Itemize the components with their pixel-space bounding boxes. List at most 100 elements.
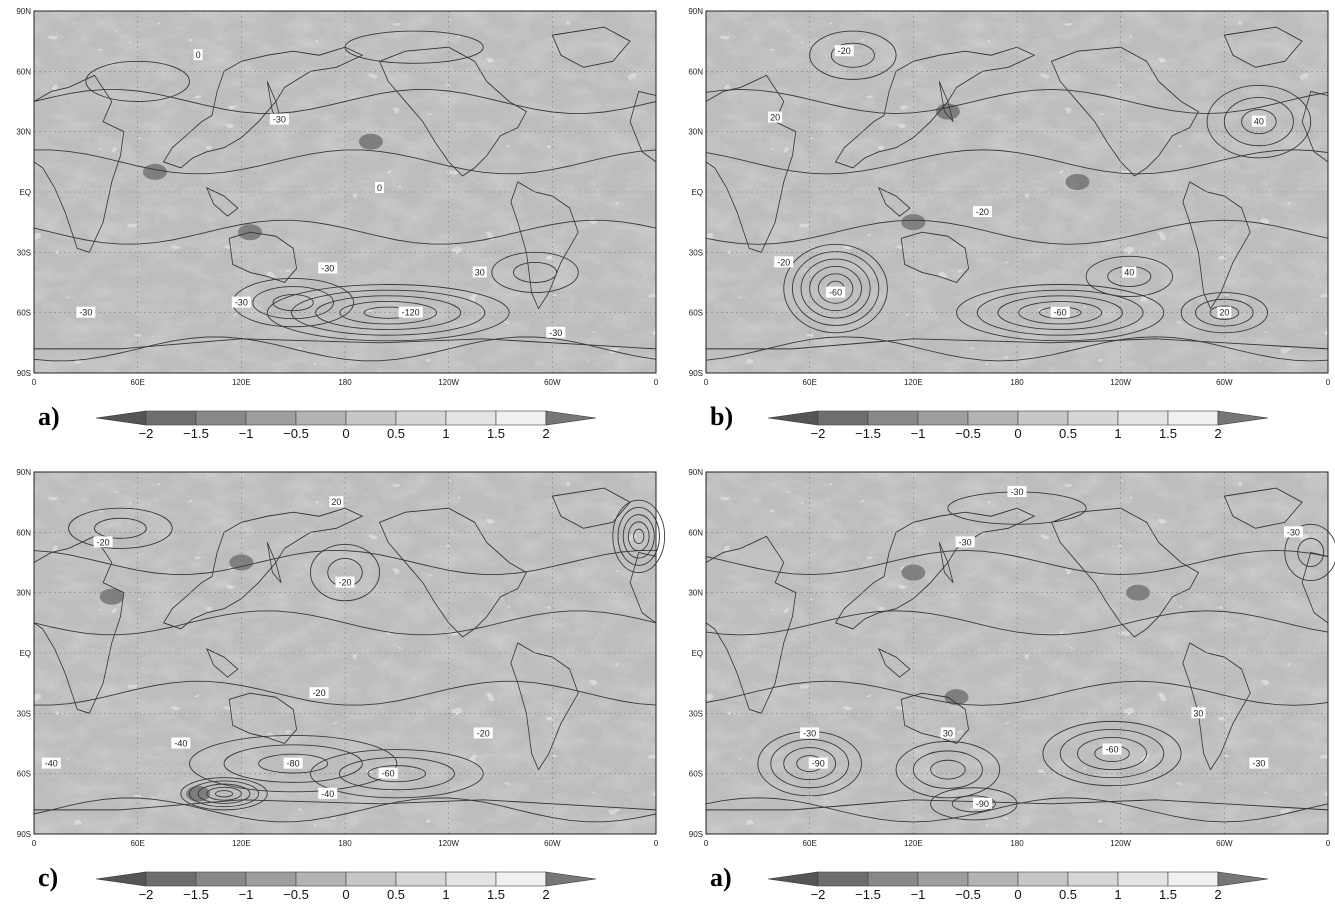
colorbar-swatch — [917, 410, 969, 426]
colorbar-swatch — [1167, 410, 1219, 426]
contour-label-bg — [1102, 743, 1122, 755]
colorbar-tick-label: 0 — [1014, 426, 1021, 441]
map-figure: 20 -20 -20 -20 -40 -80 -40 -20 -60 -40 90N 60N 30N EQ… — [16, 468, 666, 848]
longitude-label: 0 — [704, 378, 709, 387]
colorbar-tick-label: 2 — [542, 887, 549, 902]
colorbar-tick-label: 2 — [1214, 426, 1221, 441]
contour-line — [817, 273, 854, 304]
contour-label-text: 40 — [1124, 267, 1134, 277]
latitude-label: 60N — [16, 67, 31, 76]
colorbar-arrow-left — [768, 410, 819, 426]
contour-line — [791, 251, 880, 326]
contour-line — [189, 780, 260, 808]
contour-label-text: -20 — [777, 257, 790, 267]
contour-label-bg — [972, 206, 992, 218]
contours — [705, 30, 1329, 362]
contour-label-bg — [972, 797, 992, 809]
contour-label: 0 — [375, 181, 385, 193]
contour-label-bg — [1283, 526, 1303, 538]
contour-label: -20 — [834, 45, 854, 57]
colorbar-swatch — [1117, 410, 1169, 426]
contour-line — [33, 610, 657, 636]
contour-label-text: 30 — [1193, 708, 1203, 718]
contour-label-bg — [1007, 486, 1027, 498]
contour-label-bg — [76, 306, 96, 318]
contour-line — [315, 295, 462, 331]
contour-line — [951, 795, 996, 813]
colorbar-swatch — [1117, 871, 1169, 887]
colorbar-tick-label: 0.5 — [387, 887, 405, 902]
colorbar-swatch — [867, 871, 919, 887]
colorbar-tick-label: 1.5 — [487, 426, 505, 441]
contours — [705, 491, 1335, 823]
contour-label: -30 — [1249, 757, 1269, 769]
colorbar-tick-label: −2 — [811, 426, 826, 441]
longitude-label: 180 — [1010, 378, 1024, 387]
latitude-label: 90N — [16, 7, 31, 16]
contour-label-bg — [1249, 757, 1269, 769]
contour-label-bg — [231, 296, 251, 308]
contour-line — [344, 30, 484, 64]
contour-label-text: -90 — [812, 759, 825, 769]
contour-label-bg — [329, 496, 344, 508]
longitude-label: 60E — [131, 839, 145, 848]
contour-line — [214, 790, 234, 798]
contour-line — [705, 336, 1329, 362]
contour-label-text: -40 — [45, 759, 58, 769]
contour-label-text: -30 — [1287, 527, 1300, 537]
contour-line — [809, 265, 862, 312]
contour-line — [895, 741, 1001, 799]
contour-label-text: -40 — [174, 739, 187, 749]
contour-label: -30 — [800, 727, 820, 739]
colorbar-swatch — [1067, 410, 1119, 426]
colorbar-tick-label: −1.5 — [183, 426, 209, 441]
contour-line — [1209, 305, 1240, 320]
contour-label: -60 — [826, 286, 846, 298]
colorbar-swatch — [917, 871, 969, 887]
latitude-label: 90S — [689, 369, 703, 378]
longitude-label: 60W — [1216, 839, 1233, 848]
contour-label-bg — [375, 181, 385, 193]
contour-label-bg — [309, 687, 329, 699]
latitude-label: 60S — [17, 309, 31, 318]
longitude-label: 60E — [803, 839, 817, 848]
contour-label-bg — [546, 326, 566, 338]
contour-line — [930, 759, 966, 780]
contour-line — [266, 284, 510, 342]
longitude-label: 60W — [544, 839, 561, 848]
colorbar-swatch — [967, 871, 1019, 887]
colorbar-tick-label: 1 — [442, 426, 449, 441]
contour-label-text: -20 — [976, 207, 989, 217]
panel-letter: a) — [710, 863, 732, 892]
contour-label-bg — [269, 113, 289, 125]
dark-anomaly — [935, 103, 960, 120]
colorbar-tick-label: 1.5 — [1159, 426, 1177, 441]
contour-label: -60 — [1102, 743, 1122, 755]
contour-label-text: -30 — [549, 328, 562, 338]
colorbar-swatch — [445, 410, 497, 426]
colorbar-swatch — [195, 871, 247, 887]
contour-label-bg — [940, 727, 955, 739]
contour-label-text: -30 — [235, 298, 248, 308]
contour-line — [85, 60, 190, 102]
dark-anomaly — [358, 133, 383, 150]
colorbar-tick-label: −1.5 — [855, 426, 881, 441]
latitude-label: 30N — [16, 589, 31, 598]
colorbar-tick-label: −1 — [911, 887, 926, 902]
contour-label-bg — [318, 262, 338, 274]
contour-label-text: 30 — [475, 267, 485, 277]
contour-label-text: -90 — [976, 799, 989, 809]
contour-label: 40 — [1251, 115, 1266, 127]
colorbar-tick-label: 0.5 — [387, 426, 405, 441]
colorbar-swatch — [295, 410, 347, 426]
contour-label: -90 — [808, 757, 828, 769]
contour-label-text: -20 — [338, 578, 351, 588]
latitude-label: 30S — [689, 248, 703, 257]
contour-line — [94, 517, 147, 539]
map-panel-3: 20 -20 -20 -20 -40 -80 -40 -20 -60 -40 90N 60N 30N EQ… — [4, 466, 666, 916]
contour-label-text: 20 — [770, 113, 780, 123]
contour-line — [189, 735, 398, 793]
latitude-label: 60S — [689, 309, 703, 318]
contour-line — [997, 295, 1123, 331]
contour-label-text: 20 — [331, 497, 341, 507]
